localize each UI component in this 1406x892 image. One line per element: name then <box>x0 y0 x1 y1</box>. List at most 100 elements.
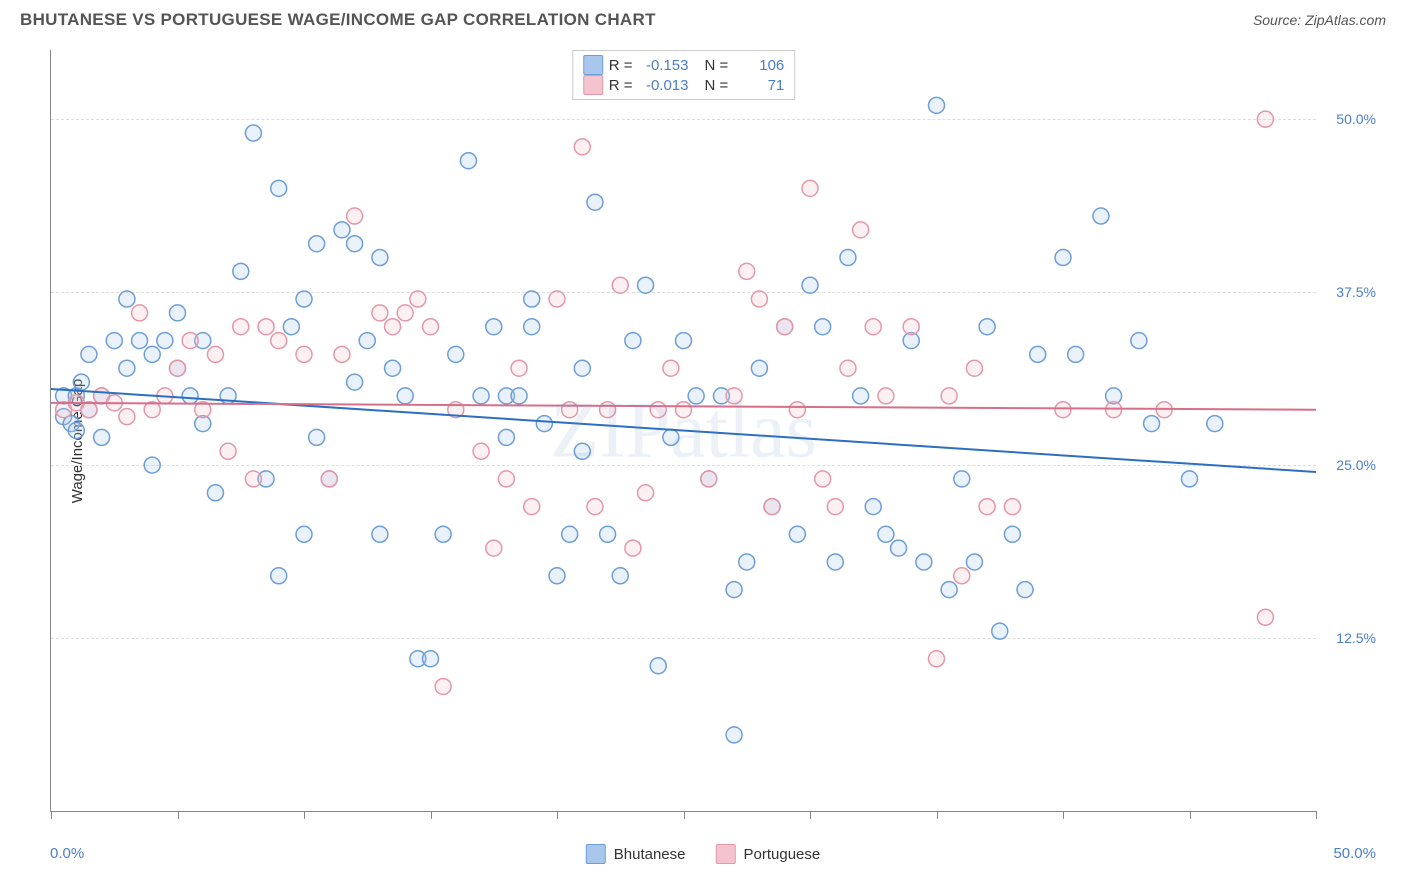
scatter-point <box>296 346 312 362</box>
scatter-point <box>157 333 173 349</box>
scatter-point <box>726 582 742 598</box>
scatter-point <box>638 485 654 501</box>
scatter-point <box>1068 346 1084 362</box>
scatter-point <box>1257 111 1273 127</box>
x-tick <box>1190 811 1191 819</box>
scatter-point <box>68 423 84 439</box>
scatter-point <box>119 360 135 376</box>
scatter-point <box>929 651 945 667</box>
scatter-point <box>663 360 679 376</box>
scatter-point <box>587 499 603 515</box>
scatter-point <box>966 554 982 570</box>
legend-label-series1: Bhutanese <box>614 846 686 863</box>
scatter-point <box>423 651 439 667</box>
stats-legend-box: R = -0.153 N = 106 R = -0.013 N = 71 <box>572 50 796 100</box>
scatter-point <box>486 540 502 556</box>
scatter-point <box>1207 416 1223 432</box>
scatter-point <box>347 374 363 390</box>
scatter-point <box>410 291 426 307</box>
scatter-point <box>511 388 527 404</box>
scatter-point <box>979 499 995 515</box>
scatter-point <box>258 319 274 335</box>
x-tick <box>557 811 558 819</box>
scatter-point <box>486 319 502 335</box>
scatter-point <box>789 402 805 418</box>
scatter-point <box>865 319 881 335</box>
scatter-point <box>385 360 401 376</box>
legend-swatch-series1 <box>586 844 606 864</box>
stats-row-series2: R = -0.013 N = 71 <box>583 75 785 95</box>
x-tick <box>1316 811 1317 819</box>
scatter-point <box>435 526 451 542</box>
legend-swatch-series2 <box>716 844 736 864</box>
stats-r-value-2: -0.013 <box>639 77 689 94</box>
x-tick <box>304 811 305 819</box>
scatter-point <box>916 554 932 570</box>
scatter-point <box>865 499 881 515</box>
scatter-point <box>524 319 540 335</box>
scatter-point <box>385 319 401 335</box>
scatter-point <box>397 388 413 404</box>
scatter-point <box>739 263 755 279</box>
scatter-point <box>309 429 325 445</box>
scatter-point <box>1004 499 1020 515</box>
stats-r-value-1: -0.153 <box>639 57 689 74</box>
chart-title: BHUTANESE VS PORTUGUESE WAGE/INCOME GAP … <box>20 10 656 30</box>
scatter-point <box>853 222 869 238</box>
scatter-point <box>498 471 514 487</box>
scatter-point <box>574 360 590 376</box>
scatter-point <box>751 291 767 307</box>
scatter-point <box>372 305 388 321</box>
scatter-point <box>663 429 679 445</box>
scatter-point <box>296 526 312 542</box>
scatter-point <box>81 346 97 362</box>
scatter-point <box>726 727 742 743</box>
x-tick <box>51 811 52 819</box>
scatter-point <box>878 388 894 404</box>
scatter-point <box>789 526 805 542</box>
scatter-point <box>245 471 261 487</box>
y-tick-label: 37.5% <box>1336 284 1376 300</box>
scatter-point <box>132 333 148 349</box>
scatter-point <box>144 346 160 362</box>
scatter-point <box>840 250 856 266</box>
legend-label-series2: Portuguese <box>744 846 821 863</box>
scatter-point <box>954 568 970 584</box>
scatter-point <box>600 526 616 542</box>
y-tick-label: 25.0% <box>1336 457 1376 473</box>
scatter-point <box>372 526 388 542</box>
scatter-point <box>1182 471 1198 487</box>
stats-r-label: R = <box>609 57 633 74</box>
scatter-point <box>524 291 540 307</box>
legend-item-series2: Portuguese <box>716 844 821 864</box>
scatter-point <box>182 388 198 404</box>
x-tick <box>431 811 432 819</box>
scatter-point <box>739 554 755 570</box>
scatter-point <box>1131 333 1147 349</box>
scatter-point <box>726 388 742 404</box>
scatter-point <box>802 180 818 196</box>
scatter-point <box>562 526 578 542</box>
chart-container: Wage/Income Gap ZIPatlas R = -0.153 N = … <box>50 50 1386 832</box>
scatter-point <box>688 388 704 404</box>
scatter-point <box>878 526 894 542</box>
x-axis-max-label: 50.0% <box>1333 845 1376 862</box>
scatter-point <box>448 346 464 362</box>
scatter-point <box>600 402 616 418</box>
scatter-point <box>903 319 919 335</box>
scatter-point <box>941 582 957 598</box>
x-axis-min-label: 0.0% <box>50 845 84 862</box>
scatter-point <box>207 346 223 362</box>
scatter-point <box>321 471 337 487</box>
scatter-point <box>372 250 388 266</box>
scatter-point <box>182 333 198 349</box>
scatter-point <box>334 222 350 238</box>
scatter-point <box>347 236 363 252</box>
scatter-point <box>929 97 945 113</box>
scatter-point <box>473 388 489 404</box>
scatter-point <box>625 333 641 349</box>
scatter-point <box>1055 402 1071 418</box>
scatter-point <box>170 305 186 321</box>
scatter-point <box>827 554 843 570</box>
scatter-point <box>271 333 287 349</box>
